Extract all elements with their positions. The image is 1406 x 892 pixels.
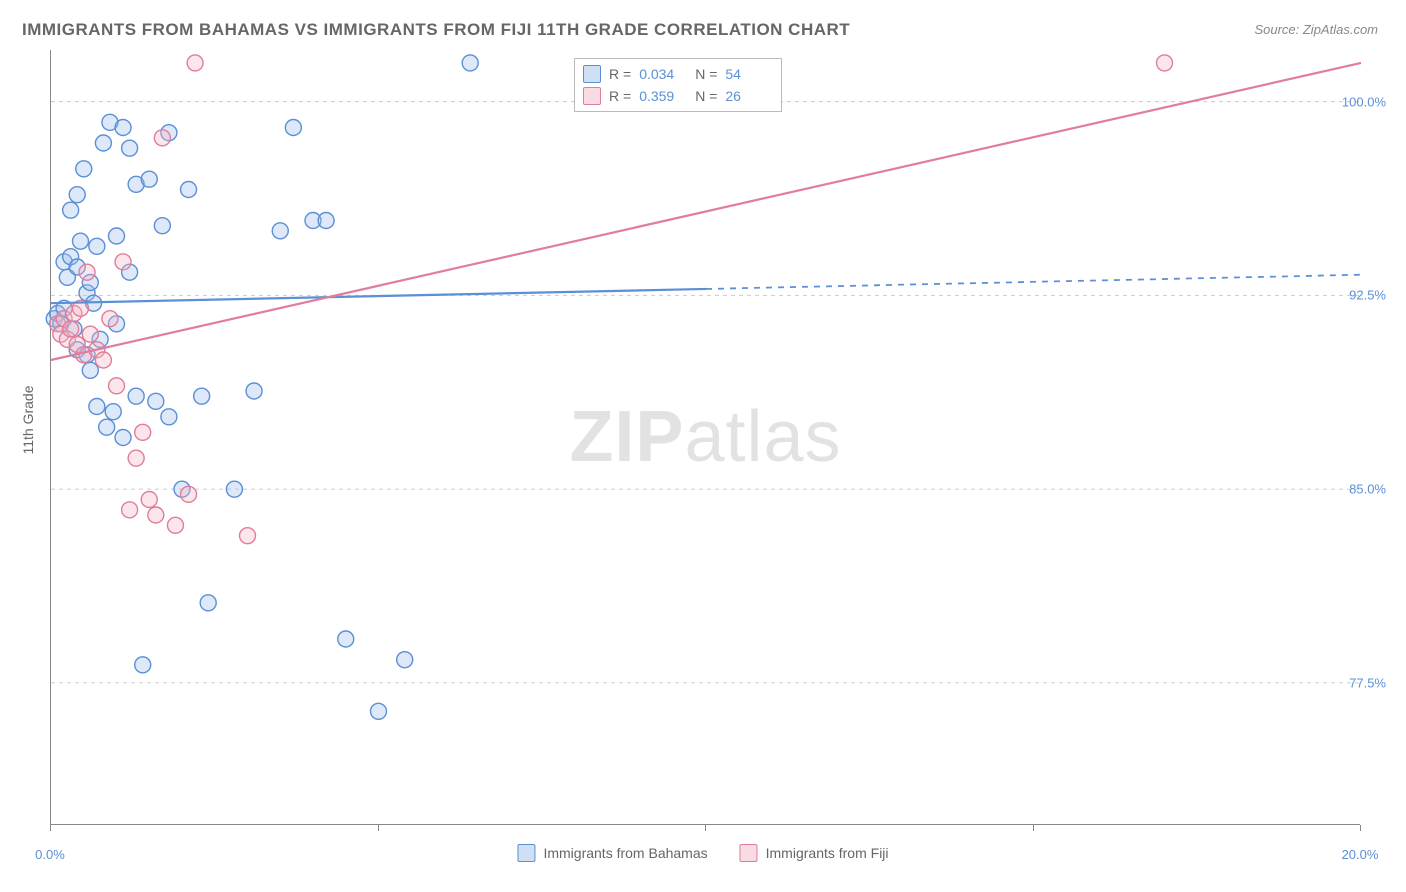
legend-series-label-bahamas: Immigrants from Bahamas	[543, 845, 707, 861]
scatter-point-bahamas	[154, 218, 170, 234]
scatter-point-bahamas	[89, 238, 105, 254]
scatter-svg	[51, 50, 1360, 824]
scatter-point-bahamas	[128, 388, 144, 404]
scatter-point-fiji	[181, 486, 197, 502]
x-tick-label: 0.0%	[35, 847, 65, 862]
scatter-point-bahamas	[318, 213, 334, 229]
scatter-point-fiji	[1157, 55, 1173, 71]
scatter-point-bahamas	[246, 383, 262, 399]
scatter-point-bahamas	[135, 657, 151, 673]
y-axis-label: 11th Grade	[20, 385, 36, 454]
source-label: Source: ZipAtlas.com	[1254, 22, 1378, 37]
legend-r-label: R =	[609, 66, 631, 82]
legend-series-item-bahamas: Immigrants from Bahamas	[517, 844, 707, 862]
scatter-point-bahamas	[371, 703, 387, 719]
scatter-point-fiji	[141, 492, 157, 508]
legend-series: Immigrants from Bahamas Immigrants from F…	[517, 844, 888, 862]
scatter-point-fiji	[240, 528, 256, 544]
scatter-point-fiji	[135, 424, 151, 440]
x-tick-mark	[1033, 825, 1034, 831]
scatter-point-bahamas	[272, 223, 288, 239]
legend-swatch-fiji	[583, 87, 601, 105]
chart-title: IMMIGRANTS FROM BAHAMAS VS IMMIGRANTS FR…	[22, 20, 850, 40]
legend-n-label: N =	[695, 88, 717, 104]
legend-series-swatch-bahamas	[517, 844, 535, 862]
scatter-point-fiji	[79, 264, 95, 280]
scatter-point-bahamas	[63, 202, 79, 218]
scatter-point-fiji	[109, 378, 125, 394]
scatter-point-fiji	[154, 130, 170, 146]
scatter-point-bahamas	[115, 430, 131, 446]
x-tick-mark	[1360, 825, 1361, 831]
x-tick-mark	[378, 825, 379, 831]
legend-n-value-bahamas: 54	[725, 66, 773, 82]
x-tick-mark	[50, 825, 51, 831]
scatter-point-bahamas	[99, 419, 115, 435]
legend-row-fiji: R = 0.359 N = 26	[583, 85, 773, 107]
chart-plot-area: ZIPatlas	[50, 50, 1360, 825]
legend-series-item-fiji: Immigrants from Fiji	[740, 844, 889, 862]
legend-n-label: N =	[695, 66, 717, 82]
scatter-point-fiji	[122, 502, 138, 518]
scatter-point-fiji	[148, 507, 164, 523]
scatter-point-bahamas	[462, 55, 478, 71]
scatter-point-fiji	[167, 517, 183, 533]
scatter-point-bahamas	[148, 393, 164, 409]
scatter-point-bahamas	[226, 481, 242, 497]
legend-series-swatch-fiji	[740, 844, 758, 862]
y-tick-label: 77.5%	[1349, 675, 1386, 690]
scatter-point-bahamas	[397, 652, 413, 668]
scatter-point-bahamas	[161, 409, 177, 425]
scatter-point-bahamas	[200, 595, 216, 611]
legend-correlation-box: R = 0.034 N = 54 R = 0.359 N = 26	[574, 58, 782, 112]
scatter-point-bahamas	[194, 388, 210, 404]
x-tick-label: 20.0%	[1342, 847, 1379, 862]
scatter-point-bahamas	[89, 399, 105, 415]
scatter-point-bahamas	[109, 228, 125, 244]
scatter-point-bahamas	[76, 161, 92, 177]
scatter-point-bahamas	[82, 362, 98, 378]
legend-r-value-fiji: 0.359	[639, 88, 687, 104]
scatter-point-bahamas	[338, 631, 354, 647]
scatter-point-fiji	[82, 326, 98, 342]
scatter-point-fiji	[63, 321, 79, 337]
legend-row-bahamas: R = 0.034 N = 54	[583, 63, 773, 85]
legend-r-label: R =	[609, 88, 631, 104]
scatter-point-bahamas	[69, 187, 85, 203]
scatter-point-bahamas	[122, 140, 138, 156]
scatter-point-bahamas	[181, 182, 197, 198]
trend-line-bahamas	[51, 289, 706, 303]
scatter-point-fiji	[128, 450, 144, 466]
scatter-point-bahamas	[95, 135, 111, 151]
scatter-point-fiji	[95, 352, 111, 368]
scatter-point-fiji	[115, 254, 131, 270]
y-tick-label: 85.0%	[1349, 482, 1386, 497]
y-tick-label: 92.5%	[1349, 288, 1386, 303]
scatter-point-bahamas	[72, 233, 88, 249]
x-tick-mark	[705, 825, 706, 831]
scatter-point-fiji	[102, 311, 118, 327]
scatter-point-bahamas	[285, 120, 301, 136]
legend-r-value-bahamas: 0.034	[639, 66, 687, 82]
scatter-point-bahamas	[105, 404, 121, 420]
scatter-point-bahamas	[115, 120, 131, 136]
scatter-point-fiji	[187, 55, 203, 71]
trend-line-dashed-bahamas	[706, 275, 1361, 289]
scatter-point-bahamas	[141, 171, 157, 187]
legend-series-label-fiji: Immigrants from Fiji	[766, 845, 889, 861]
y-tick-label: 100.0%	[1342, 94, 1386, 109]
legend-n-value-fiji: 26	[725, 88, 773, 104]
legend-swatch-bahamas	[583, 65, 601, 83]
